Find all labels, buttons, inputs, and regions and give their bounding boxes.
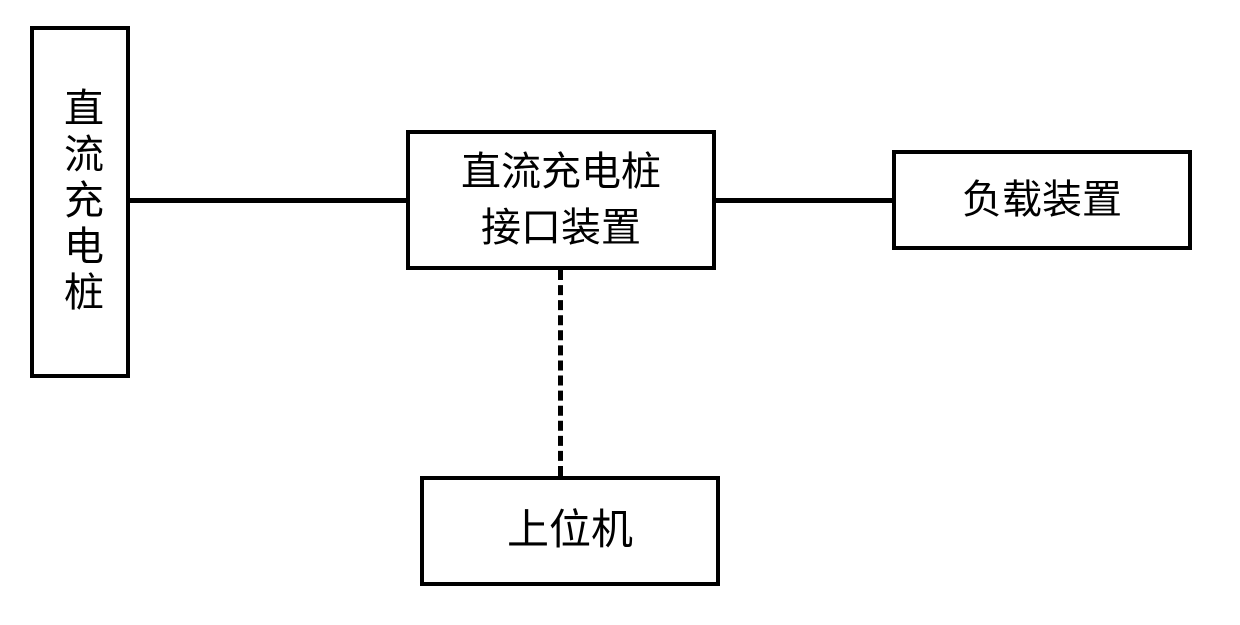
node-bottom-label: 上位机	[507, 502, 633, 561]
node-right-label: 负载装置	[962, 172, 1122, 228]
node-right: 负载装置	[892, 150, 1192, 250]
edge-left-center	[130, 198, 406, 203]
node-left: 直流充电桩	[30, 26, 130, 378]
node-bottom: 上位机	[420, 476, 720, 586]
edge-center-bottom	[558, 270, 563, 476]
node-center: 直流充电桩 接口装置	[406, 130, 716, 270]
node-center-label-line2: 接口装置	[461, 200, 661, 256]
node-center-label-line1: 直流充电桩	[461, 144, 661, 200]
node-left-label: 直流充电桩	[51, 87, 109, 317]
edge-center-right	[716, 198, 892, 203]
